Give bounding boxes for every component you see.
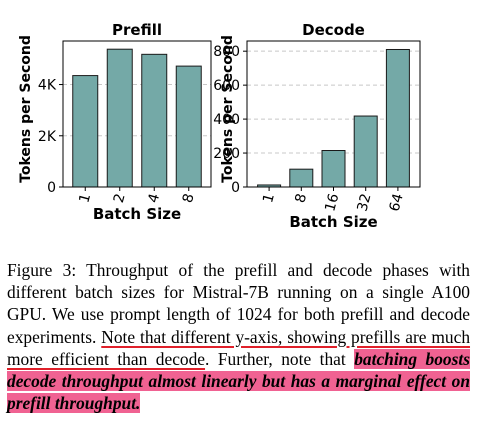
x-tick-label: 8 (180, 192, 198, 205)
bar (353, 115, 378, 188)
bar (72, 75, 99, 188)
y-tick-label: 400 (213, 112, 240, 128)
x-tick-label: 1 (260, 192, 278, 205)
x-axis-label: Batch Size (93, 205, 181, 223)
x-tick-label: 16 (322, 192, 342, 213)
figure-caption: Figure 3: Throughput of the prefill and … (7, 259, 470, 414)
bar (141, 53, 168, 188)
chart-title: Decode (302, 21, 365, 39)
y-tick-label: 800 (213, 44, 240, 60)
plot-frame (62, 40, 212, 188)
y-axis-label: Tokens per Second (18, 35, 34, 183)
x-axis-label: Batch Size (289, 213, 377, 231)
x-tick-label: 4 (145, 192, 163, 205)
bar (385, 48, 410, 188)
caption-text: Figure 3: Throughput of the prefill and … (7, 260, 470, 347)
y-tick-label: 4K (38, 78, 57, 94)
y-tick-label: 200 (213, 146, 240, 162)
x-tick-label: 2 (111, 192, 129, 205)
x-tick-label: 64 (387, 192, 407, 213)
bar (289, 168, 314, 188)
bar (175, 65, 202, 188)
x-tick-label: 1 (76, 192, 94, 205)
y-axis-label: Tokens per Second (220, 35, 236, 183)
plot-frame (246, 40, 421, 188)
y-tick-label: 0 (47, 180, 56, 196)
y-tick-label: 2K (38, 129, 57, 145)
bar (106, 48, 133, 188)
chart-title: Prefill (112, 21, 162, 39)
caption-underlined-text: Note that different y-axis, showing pref… (7, 326, 471, 369)
caption-text-continued: . Further, note that (205, 348, 355, 369)
y-tick-label: 600 (213, 78, 240, 94)
x-tick-label: 32 (354, 192, 374, 213)
x-tick-label: 8 (292, 192, 310, 205)
y-tick-label: 0 (231, 180, 240, 196)
throughput-charts: 0 2K 4K 1 2 4 8 Prefill Batch Size Tokens per Sec… (18, 21, 421, 231)
bar (321, 150, 346, 188)
